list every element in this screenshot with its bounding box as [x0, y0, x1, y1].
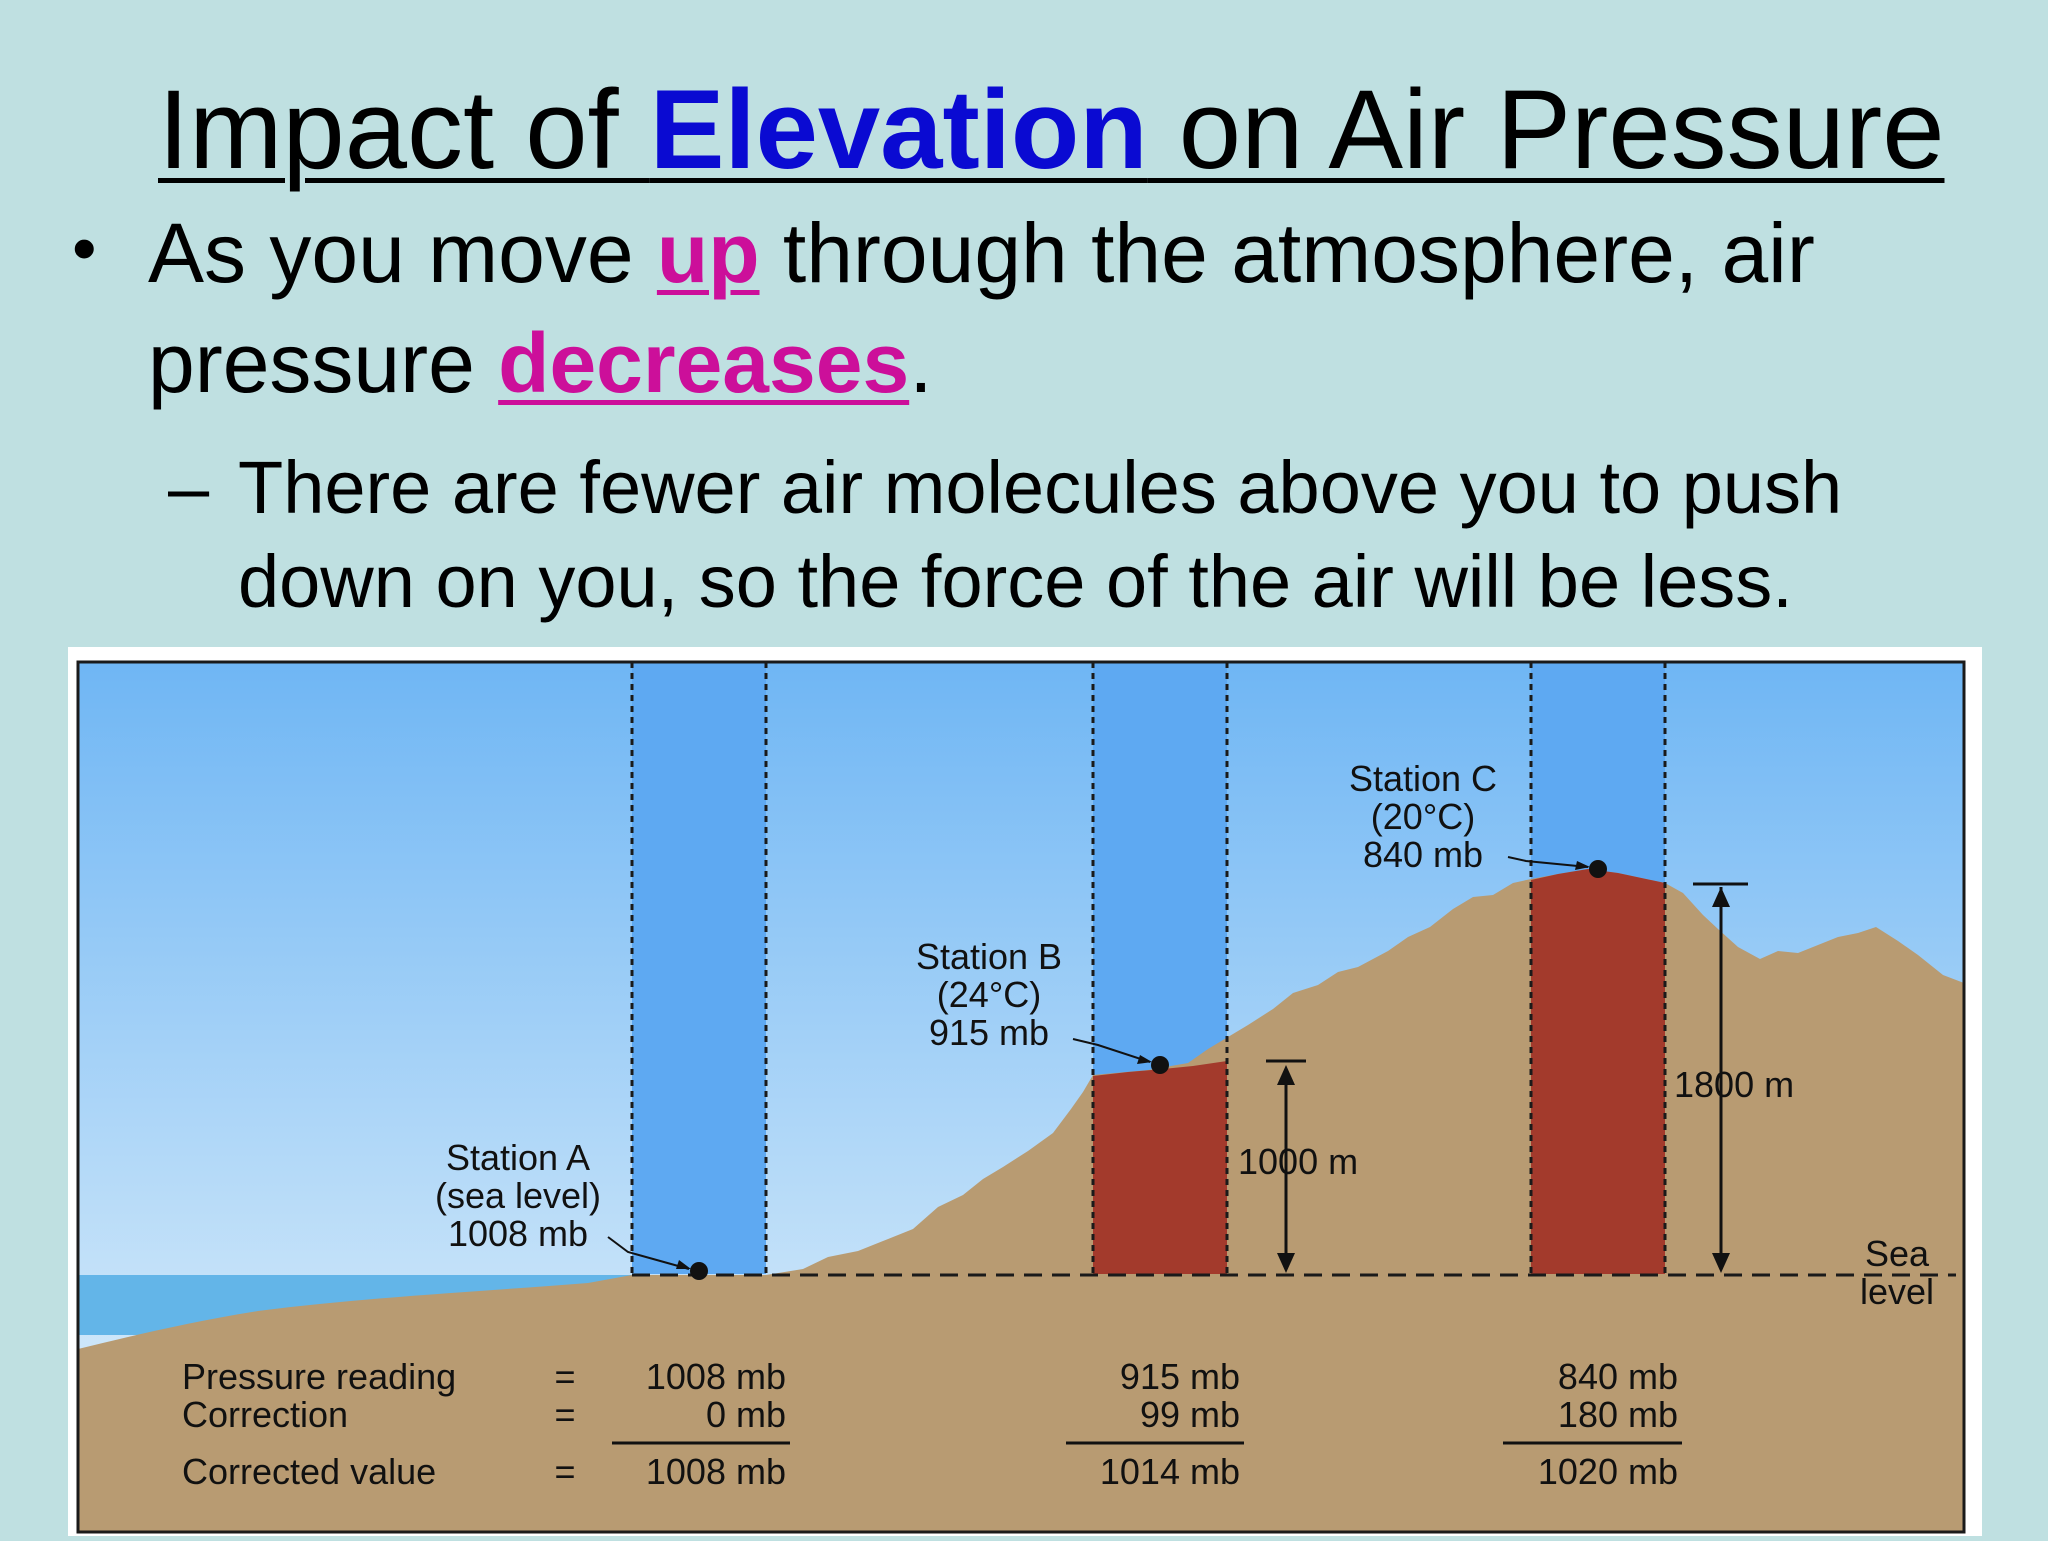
station-a-dot [690, 1262, 708, 1280]
equals-reading: = [554, 1356, 575, 1397]
air-column-b [1093, 662, 1227, 1082]
height-b-label: 1000 m [1238, 1141, 1358, 1182]
sub-bullet-dash: – [168, 446, 210, 529]
equals-correction: = [554, 1394, 575, 1435]
c-correction: 180 mb [1558, 1394, 1678, 1435]
elevation-diagram-svg: Station A (sea level) 1008 mb Station B … [76, 660, 1966, 1534]
corrections-table: Pressure reading Correction Corrected va… [182, 1356, 576, 1492]
title-text-start: Impact of [158, 67, 650, 192]
height-arrow-c-down [1712, 1253, 1730, 1273]
b-reading: 915 mb [1120, 1356, 1240, 1397]
bullet-line-1: As you move up through the atmosphere, a… [148, 206, 1815, 300]
mountain-ground [78, 869, 1964, 1532]
station-c-pressure: 840 mb [1363, 834, 1483, 875]
title-text-end: on Air Pressure [1147, 67, 1945, 192]
row-label-correction: Correction [182, 1394, 348, 1435]
c-corrected: 1020 mb [1538, 1451, 1678, 1492]
air-column-a [632, 662, 766, 1274]
elevation-diagram: Station A (sea level) 1008 mb Station B … [68, 647, 1982, 1536]
sub-bullet-line-1: There are fewer air molecules above you … [238, 446, 1843, 529]
height-c-label: 1800 m [1674, 1064, 1794, 1105]
leader-lines [607, 856, 1589, 1270]
station-c-detail: (20°C) [1371, 796, 1475, 837]
height-arrow-b-down [1277, 1253, 1295, 1273]
station-a-detail: (sea level) [435, 1175, 601, 1216]
b-corrected: 1014 mb [1100, 1451, 1240, 1492]
rock-column-c [1531, 869, 1665, 1274]
bullet-line-2: pressure decreases. [148, 316, 933, 410]
highlight-up: up [656, 206, 760, 300]
station-b-pressure: 915 mb [929, 1012, 1049, 1053]
station-c-name: Station C [1349, 758, 1497, 799]
highlight-decreases: decreases [498, 316, 910, 410]
sea-level-label-1: Sea [1865, 1233, 1930, 1274]
a-corrected: 1008 mb [646, 1451, 786, 1492]
sea-level-label-2: level [1860, 1271, 1934, 1312]
leader-arrowheads [676, 861, 1590, 1269]
equals-corrected: = [554, 1451, 575, 1492]
b-correction: 99 mb [1140, 1394, 1240, 1435]
slide-title: Impact of Elevation on Air Pressure [158, 66, 1998, 194]
title-highlight-elevation: Elevation [649, 67, 1148, 192]
title-underlined: Impact of Elevation on Air Pressure [158, 67, 1944, 192]
sub-bullet-line-2: down on you, so the force of the air wil… [238, 540, 1793, 623]
bullet-dot: • [72, 209, 97, 287]
station-b-detail: (24°C) [937, 974, 1041, 1015]
height-arrow-b [1266, 1059, 1306, 1267]
a-reading: 1008 mb [646, 1356, 786, 1397]
height-arrow-c [1693, 882, 1748, 1267]
rock-column-b [1093, 1061, 1227, 1274]
row-label-reading: Pressure reading [182, 1356, 456, 1397]
station-a-pressure: 1008 mb [448, 1213, 588, 1254]
height-arrow-b-up [1277, 1065, 1295, 1085]
station-b-dot [1151, 1056, 1169, 1074]
c-reading: 840 mb [1558, 1356, 1678, 1397]
diagram-border [76, 660, 1966, 1534]
a-correction: 0 mb [706, 1394, 786, 1435]
station-a-name: Station A [446, 1137, 590, 1178]
height-arrow-c-up [1712, 887, 1730, 907]
station-c-dot [1589, 860, 1607, 878]
station-b-name: Station B [916, 936, 1062, 977]
row-label-corrected: Corrected value [182, 1451, 436, 1492]
column-borders [630, 662, 1667, 1275]
